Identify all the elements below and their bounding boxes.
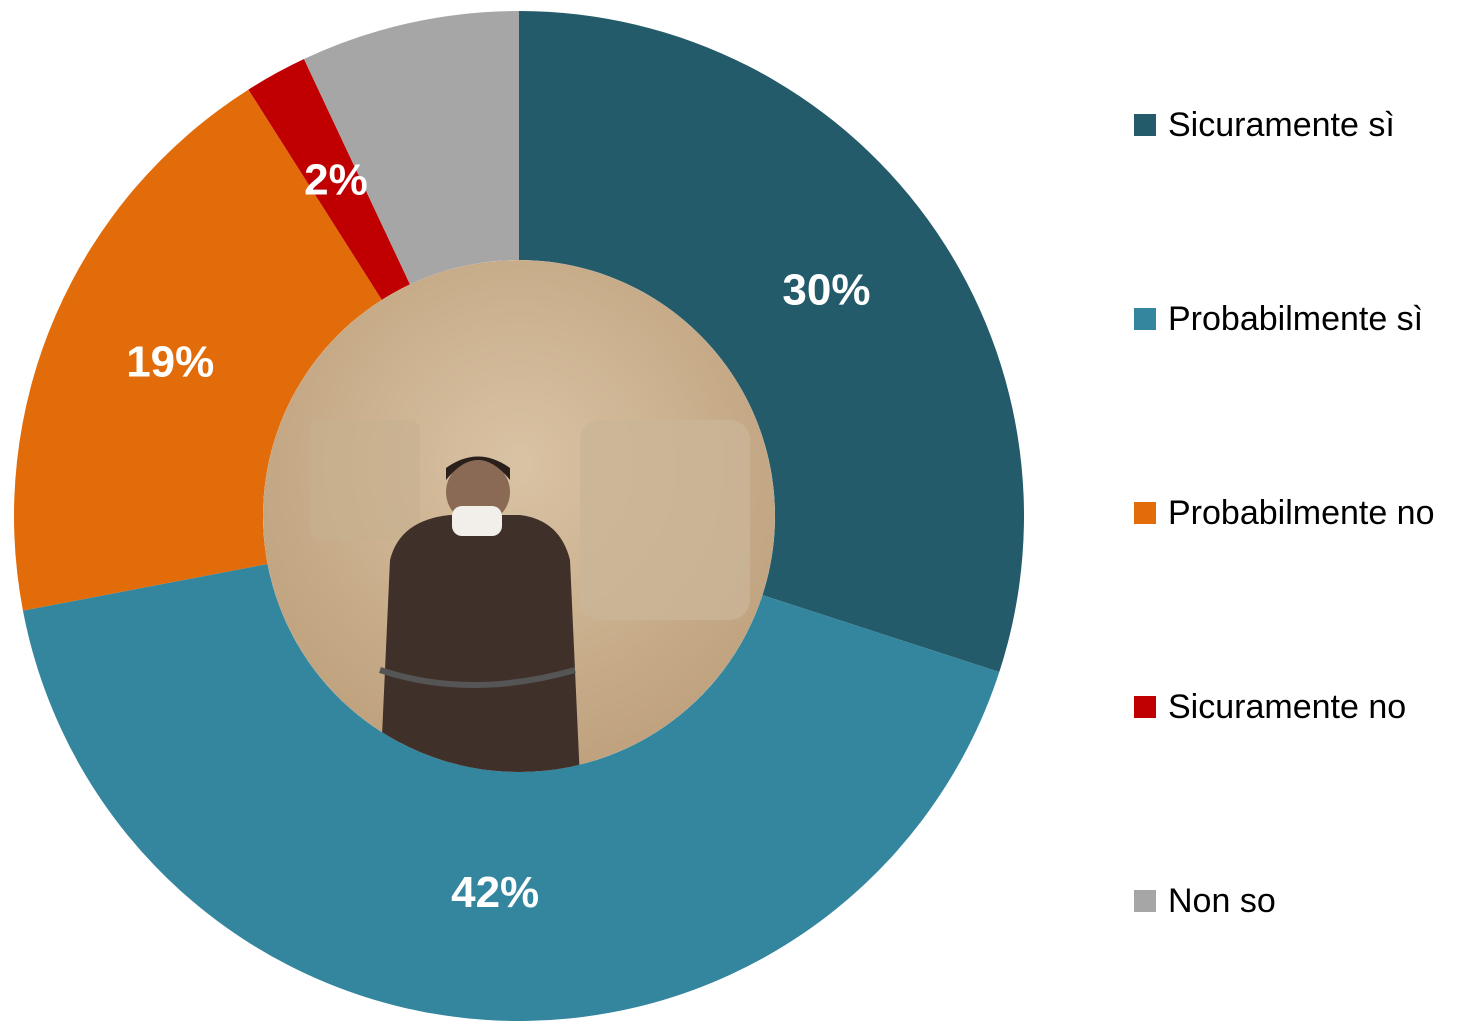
legend-swatch <box>1134 308 1156 330</box>
legend-label: Sicuramente no <box>1168 688 1406 726</box>
legend-label: Non so <box>1168 882 1276 920</box>
value-label: 19% <box>126 338 214 387</box>
value-label: 2% <box>304 156 368 205</box>
legend-label: Sicuramente sì <box>1168 106 1395 144</box>
value-label: 30% <box>782 265 870 314</box>
value-label: 42% <box>451 868 539 917</box>
legend-label: Probabilmente sì <box>1168 300 1423 338</box>
legend: Sicuramente sì Probabilmente sì Probabilme… <box>1134 106 1435 920</box>
legend-label: Probabilmente no <box>1168 494 1435 532</box>
legend-swatch <box>1134 696 1156 718</box>
page: {"chart_data": {"type": "donut", "catego… <box>0 0 1484 1021</box>
chart: Sicuramente sì Probabilmente sì Probabilme… <box>0 0 1484 1021</box>
legend-swatch <box>1134 502 1156 524</box>
legend-swatch <box>1134 890 1156 912</box>
legend-swatch <box>1134 114 1156 136</box>
